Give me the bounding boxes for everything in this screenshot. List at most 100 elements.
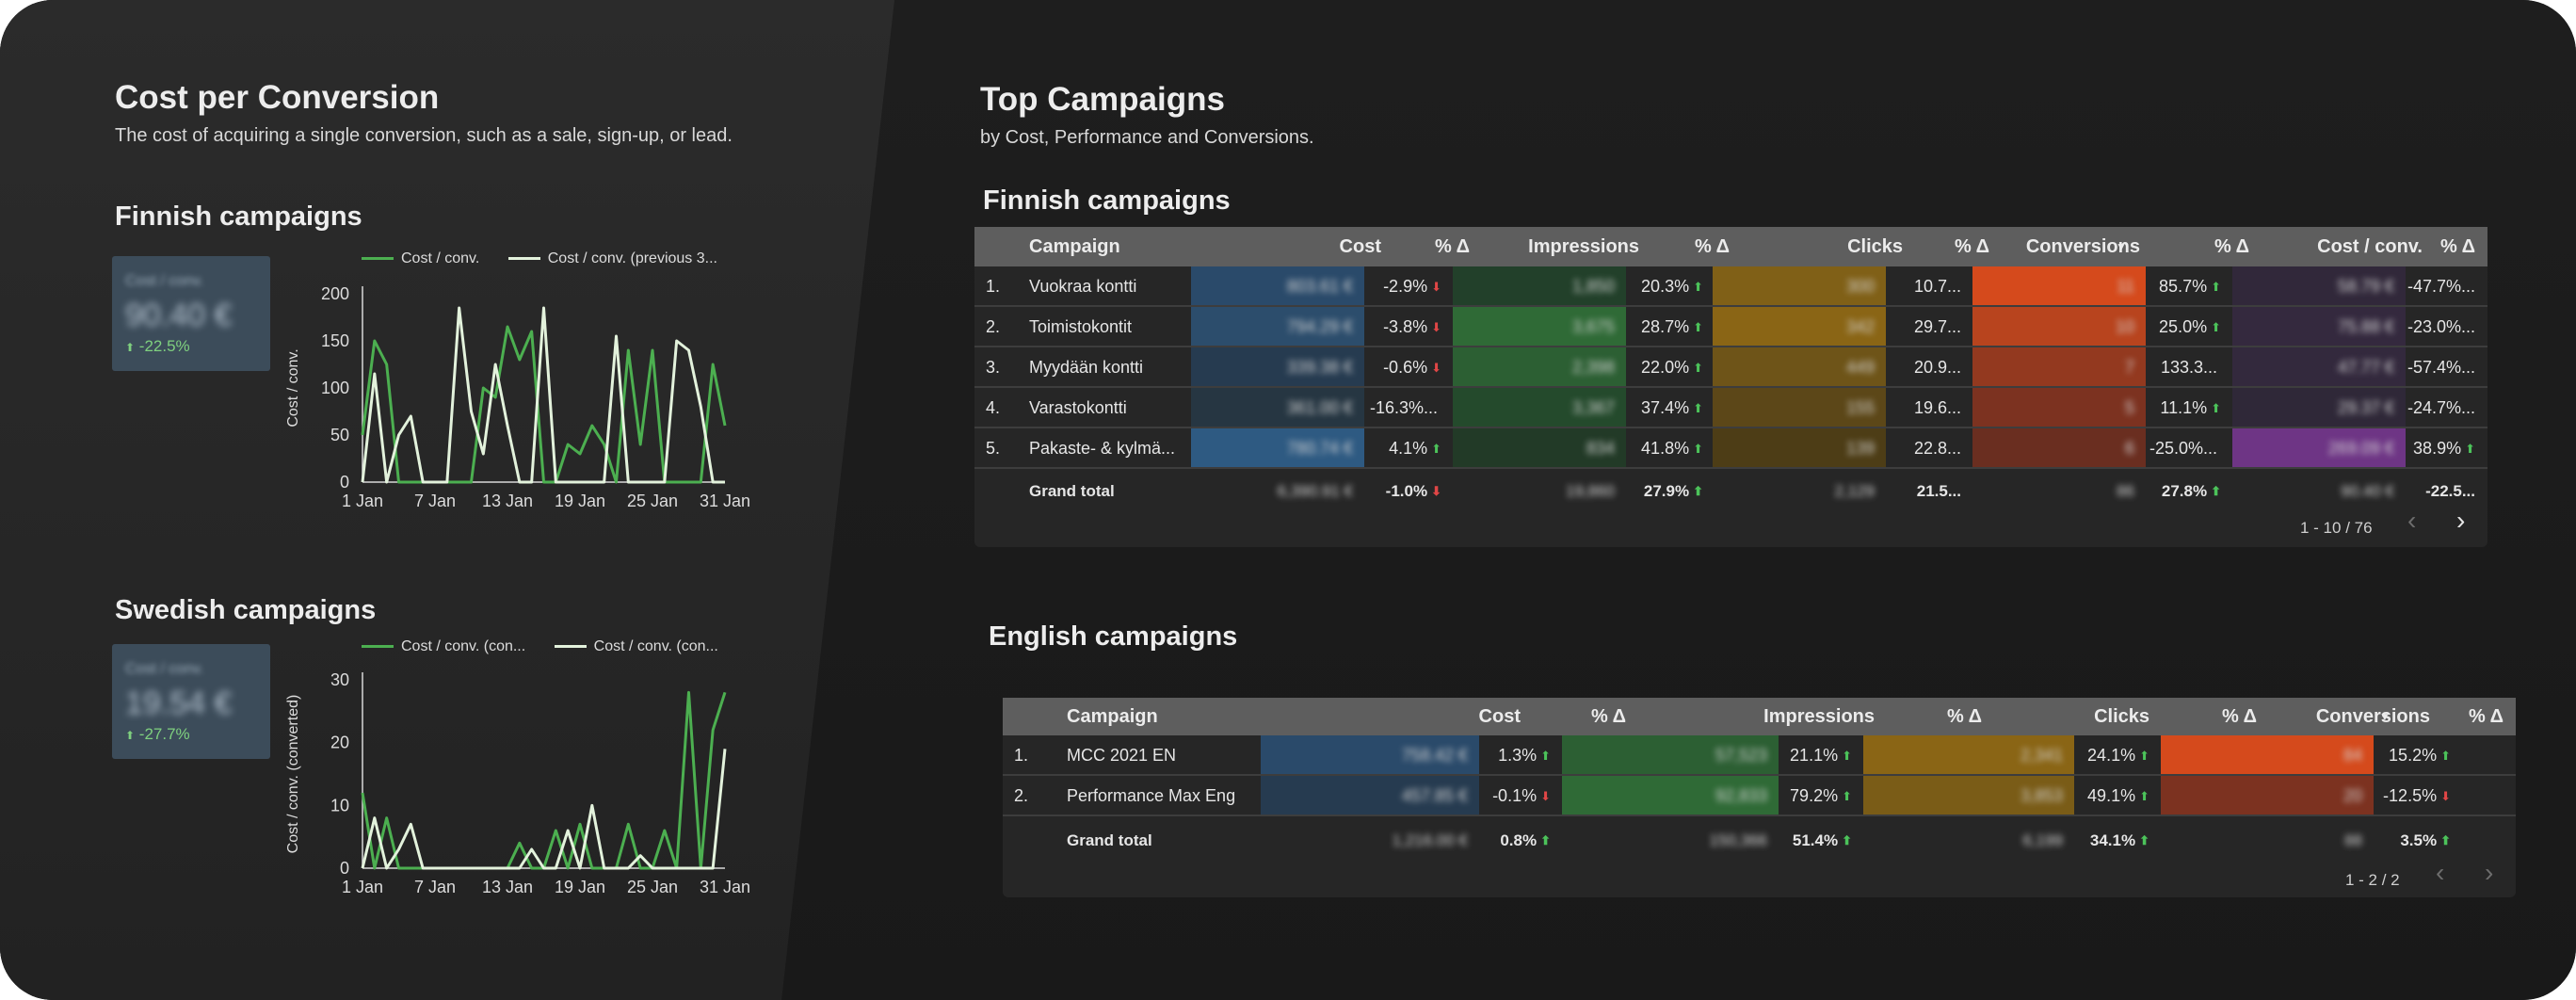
col-cost-per-conv[interactable]: Cost / conv. [2317,235,2423,257]
x-tick-label: 1 Jan [342,878,383,896]
sort-desc-icon[interactable]: ▼ [2379,710,2391,723]
row-divider [974,386,2487,388]
row-number: 2. [1014,786,1029,805]
col-clicks-delta[interactable]: % Δ [2222,705,2257,727]
delta-cell: -3.8% ⬇ [1364,307,1453,347]
total-value-cell: 2,129 [1713,471,1886,512]
series-line-2[interactable] [361,749,727,870]
scorecard-delta: ⬆ -22.5% [125,337,190,355]
chevron-right-icon[interactable]: › [2485,858,2494,887]
col-clicks-delta[interactable]: % Δ [1955,235,1989,257]
legend-label: Cost / conv. [401,250,480,266]
left-panel-bg [0,0,894,1000]
col-cost[interactable]: Cost [1339,235,1381,257]
delta-cell: -0.6% ⬇ [1364,347,1453,388]
metric-cell: 47.77 € [2232,347,2406,388]
col-cost-per-conv-delta[interactable]: % Δ [2440,235,2475,257]
delta-cell: 15.2% ⬆ [2374,735,2462,776]
col-impressions-delta[interactable]: % Δ [1695,235,1730,257]
sort-desc-icon[interactable]: ▼ [2116,240,2127,253]
col-conversions[interactable]: Conversions [2315,705,2430,727]
delta-value: 24.1% [2087,746,2136,765]
delta-cell: 51.4% ⬆ [1779,820,1863,862]
y-tick-label: 30 [330,670,349,689]
delta-cell: 21.5... [1916,482,1961,500]
col-conversions[interactable]: Conversions [2025,235,2140,257]
table-row[interactable]: 4. Varastokontti 361.00 € -16.3%... 3,367 37.… [974,388,2487,428]
grand-total-label: Grand total [1029,482,1115,500]
delta-value: 38.9% [2413,439,2462,458]
total-value: 6,390.91 € [1277,482,1353,500]
col-impressions[interactable]: Impressions [1528,235,1639,257]
total-value-cell: 90.40 € [2232,471,2406,512]
campaign-name[interactable]: Vuokraa kontti [1029,277,1137,296]
row-divider [974,305,2487,307]
metric-value: 361.00 € [1286,398,1353,417]
finnish-scorecard[interactable]: Cost / conv. 90.40 € ⬆ -22.5% [112,256,270,371]
metric-cell: 155 [1713,388,1886,428]
campaign-name[interactable]: Toimistokontit [1029,317,1133,336]
delta-cell: 24.1% ⬆ [2074,735,2161,776]
table-row[interactable]: 2. Toimistokontit 794.29 € -3.8% ⬇ 3,675 28.7%… [974,307,2487,347]
metric-cell: 6 [1972,428,2146,469]
col-conversions-delta[interactable]: % Δ [2469,705,2504,727]
delta-value: 22.0% [1641,358,1690,377]
delta-value: -12.5% [2383,786,2438,805]
chevron-right-icon[interactable]: › [2456,506,2466,535]
delta-value: -0.6% [1383,358,1428,377]
table-row[interactable]: 1. Vuokraa kontti 803.61 € -2.9% ⬇ 1,850 20.3%… [974,266,2487,307]
swedish-cost-per-conv-chart[interactable]: Cost / conv. (converted) 0 10 20 30 1 Jan 7 Ja… [273,659,763,904]
swedish-chart-legend[interactable]: Cost / conv. (con... Cost / conv. (con..… [362,638,718,655]
col-campaign[interactable]: Campaign [1067,705,1158,727]
col-clicks[interactable]: Clicks [1847,235,1903,257]
metric-value: 794.29 € [1286,317,1353,336]
total-value: 6,199 [2022,831,2063,849]
campaign-name[interactable]: Pakaste- & kylmä... [1029,439,1176,458]
metric-value: 1,850 [1571,277,1615,296]
campaign-name[interactable]: Myydään kontti [1029,358,1144,377]
total-value: 86 [2117,482,2134,500]
delta-cell: 21.1% ⬆ [1779,735,1863,776]
total-value: 1,216.00 € [1392,831,1468,849]
delta-cell: 29.7... [1913,317,1961,336]
table-row[interactable]: 1. MCC 2021 EN 758.42 €1.3% ⬆ 57,523 21.1% ⬆ 2,… [1003,735,2516,776]
campaign-name[interactable]: MCC 2021 EN [1067,746,1177,765]
metric-value: 3,675 [1571,317,1615,336]
metric-value: 75.88 € [2337,317,2394,336]
table-header: Campaign Cost % Δ Impressions % Δ Clicks… [974,227,2487,266]
total-value-cell: 6,390.91 € [1191,471,1364,512]
col-conversions-delta[interactable]: % Δ [2214,235,2249,257]
col-cost[interactable]: Cost [1478,705,1521,727]
finnish-chart-legend[interactable]: Cost / conv. Cost / conv. (previous 3... [362,250,717,267]
campaign-name[interactable]: Performance Max Eng [1067,786,1236,805]
col-impressions-delta[interactable]: % Δ [1947,705,1982,727]
row-number: 2. [986,317,1001,336]
series-line-2[interactable] [361,306,725,484]
col-impressions[interactable]: Impressions [1763,705,1875,727]
table-row[interactable]: 3. Myydään kontti 339.38 € -0.6% ⬇ 2,398 22.0%… [974,347,2487,388]
table-row[interactable]: 5. Pakaste- & kylmä... 780.74 €4.1% ⬆ 834 41.… [974,428,2487,469]
grand-total-row: Grand total 1,216.00 €150,366 6,199 88 0.8% ⬆… [1003,820,2516,862]
finnish-cost-per-conv-chart[interactable]: Cost / conv. 0 50 100 150 200 1 Jan 7 Jan 13 Jan… [273,273,763,518]
row-number: 4. [986,398,1001,417]
chevron-left-icon[interactable]: ‹ [2436,858,2445,887]
legend-swatch [362,257,394,261]
delta-cell: 133.3... [2146,347,2232,388]
english-pager-label: 1 - 2 / 2 [2345,871,2400,889]
col-campaign[interactable]: Campaign [1029,235,1120,257]
total-value: 90.40 € [2341,482,2394,500]
legend-label: Cost / conv. (previous 3... [547,250,717,266]
col-cost-delta[interactable]: % Δ [1435,235,1470,257]
col-clicks[interactable]: Clicks [2094,705,2149,727]
campaign-name[interactable]: Varastokontti [1029,398,1127,417]
grand-total-row: Grand total 6,390.91 € 19,860 2,129 86 90.40 … [974,471,2487,512]
metric-value: 2,398 [1571,358,1615,377]
chevron-left-icon[interactable]: ‹ [2407,506,2417,535]
arrow-up-icon: ⬆ [1540,833,1551,847]
metric-cell: 3,675 [1453,307,1626,347]
metric-value: 3,367 [1571,398,1615,417]
col-cost-delta[interactable]: % Δ [1591,705,1626,727]
table-row[interactable]: 2. Performance Max Eng 457.85 € -0.1% ⬇ 92,83… [1003,776,2516,816]
x-tick-label: 7 Jan [414,878,456,896]
swedish-scorecard[interactable]: Cost / conv. 19.54 € ⬆ -27.7% [112,644,270,759]
